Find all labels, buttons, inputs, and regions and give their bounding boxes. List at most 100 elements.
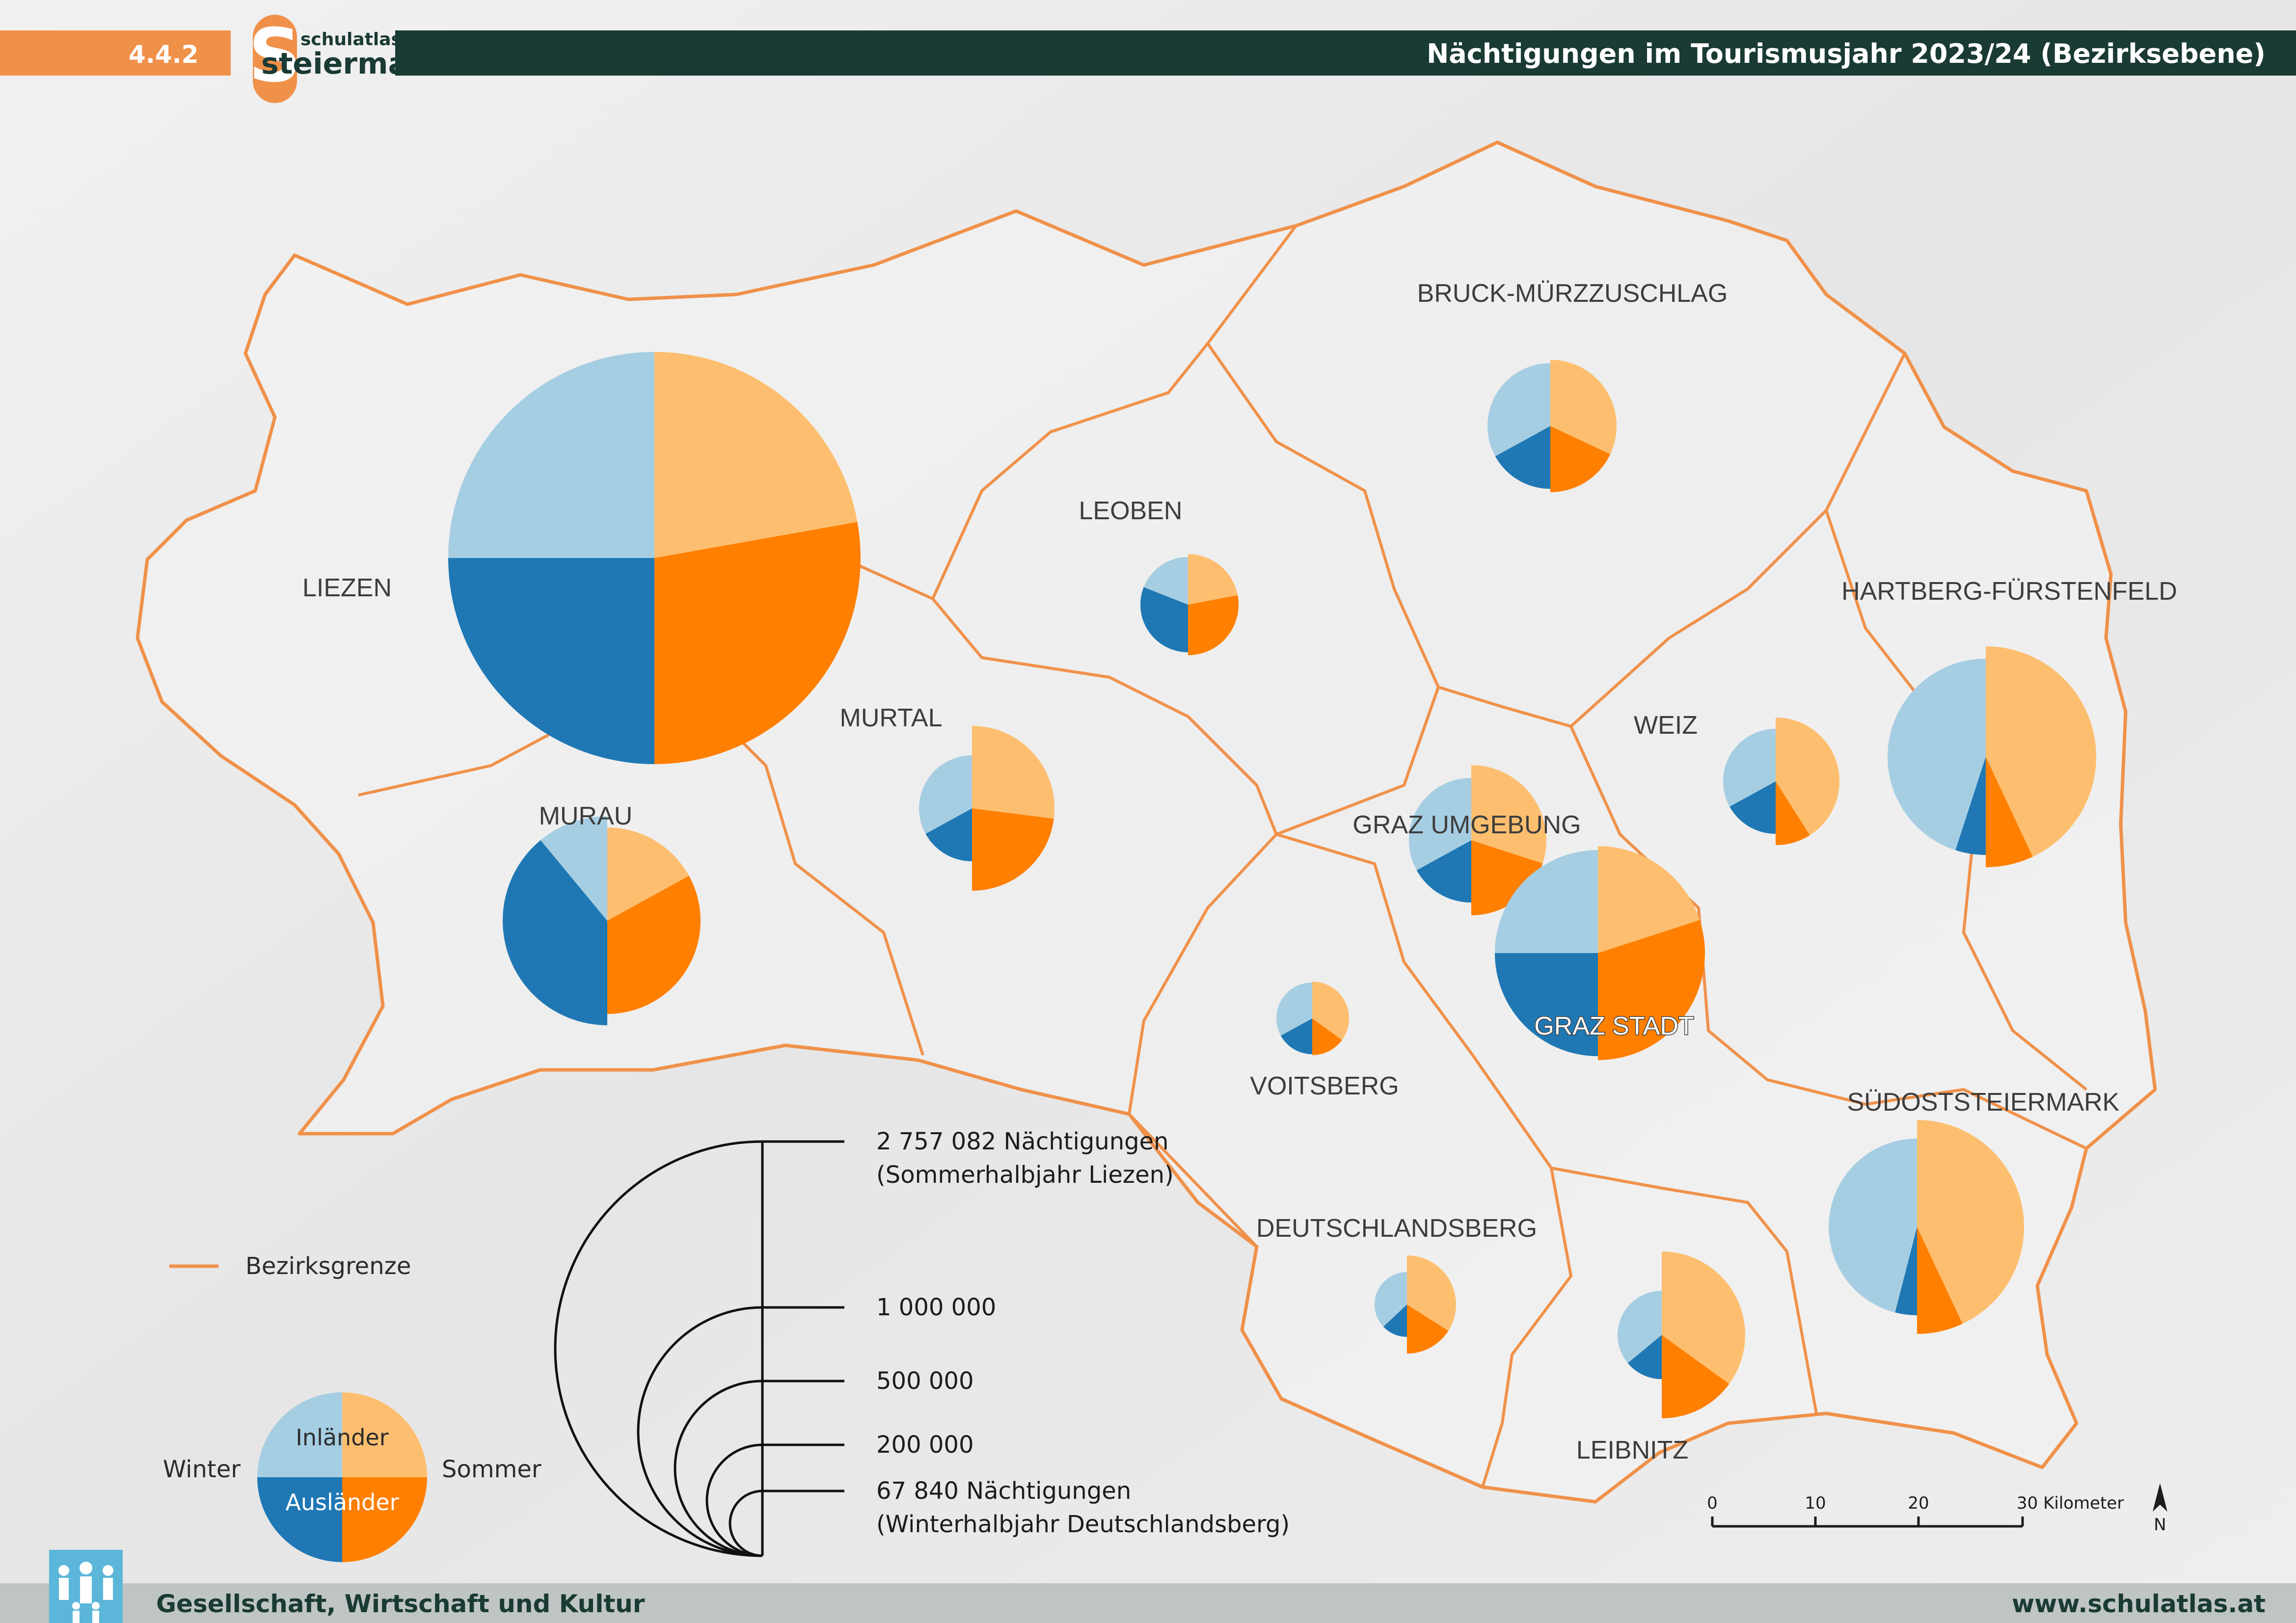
- pie-slice-hartberg-f-rstenfeld-winter-foreign: [1955, 757, 1986, 855]
- scalebar: 0 10 20 30 Kilometer N: [1707, 1483, 2167, 1535]
- legend-winter-inland: [257, 1392, 342, 1477]
- footer-website[interactable]: www.schulatlas.at: [2012, 1590, 2266, 1618]
- legend-winter-label: Winter: [163, 1456, 241, 1483]
- page-title: Nächtigungen im Tourismusjahr 2023/24 (B…: [1427, 38, 2266, 69]
- pie-slice-murtal-summer-inland: [972, 726, 1055, 819]
- pie-slice-bruck-m-rzzuschlag-winter-foreign: [1495, 426, 1550, 489]
- label-graz-stadt: GRAZ STADT: [1534, 1012, 1694, 1040]
- pie-slice-murau-winter-inland: [540, 816, 607, 921]
- district-labels: LIEZEN LEOBEN BRUCK-MÜRZZUSCHLAG MURTAL …: [302, 279, 2177, 1464]
- scale-circle-1m: [637, 1306, 763, 1557]
- label-leibnitz: LEIBNITZ: [1576, 1436, 1688, 1464]
- label-voitsberg: VOITSBERG: [1250, 1072, 1399, 1100]
- section-tab: [0, 30, 231, 76]
- north-arrow-icon: N: [2153, 1483, 2167, 1535]
- scale-label-1m: 1 000 000: [876, 1294, 996, 1321]
- pie-slice-graz-stadt-winter-inland: [1495, 850, 1598, 953]
- pie-slice-graz-umgebung-winter-foreign: [1416, 840, 1471, 903]
- pie-murtal: [919, 726, 1055, 891]
- label-bruck-muerzzuschlag: BRUCK-MÜRZZUSCHLAG: [1417, 279, 1728, 308]
- pie-bruck-m-rzzuschlag: [1487, 359, 1617, 492]
- schulatlas-logo[interactable]: S schulatlas steiermark: [248, 13, 443, 103]
- logo-letter: S: [248, 13, 301, 99]
- pie-slice-leibnitz-summer-inland: [1662, 1251, 1745, 1384]
- label-deutschlandsberg: DEUTSCHLANDSBERG: [1256, 1214, 1537, 1243]
- pie-weiz: [1723, 717, 1840, 845]
- pie-murau: [502, 816, 701, 1025]
- legend-border: Bezirksgrenze: [169, 1252, 411, 1280]
- scale-circle-200k: [705, 1443, 763, 1557]
- pie-slice-murau-summer-foreign: [607, 876, 701, 1014]
- pie-slice-leibnitz-winter-inland: [1618, 1291, 1662, 1363]
- label-murtal: MURTAL: [840, 704, 943, 732]
- scalebar-label-10: 10: [1805, 1493, 1826, 1513]
- pie-slice-weiz-winter-foreign: [1729, 781, 1776, 834]
- pie-leibnitz: [1618, 1251, 1745, 1418]
- pie-slice-s-doststeiermark-winter-foreign: [1895, 1227, 1917, 1315]
- district-pies: [448, 352, 2097, 1418]
- pie-slice-leibnitz-winter-foreign: [1627, 1335, 1662, 1379]
- legend-size-labels: 2 757 082 Nächtigungen (Sommerhalbjahr L…: [876, 1128, 1290, 1538]
- pie-slice-voitsberg-summer-foreign: [1312, 1018, 1342, 1055]
- legend-foreign-label: Ausländer: [285, 1489, 399, 1516]
- pie-slice-graz-stadt-winter-foreign: [1495, 953, 1598, 1056]
- title-bar: [395, 30, 2296, 76]
- scale-circle-500k: [674, 1380, 763, 1557]
- pie-slice-voitsberg-winter-foreign: [1281, 1018, 1312, 1055]
- scale-circle-min: [729, 1490, 763, 1557]
- pie-slice-murau-summer-inland: [607, 827, 689, 921]
- pie-slice-hartberg-f-rstenfeld-summer-foreign: [1986, 757, 2033, 868]
- footer: Gesellschaft, Wirtschaft und Kultur www.…: [0, 1550, 2296, 1623]
- pie-slice-murau-winter-foreign: [502, 840, 607, 1025]
- pie-slice-liezen-summer-foreign: [654, 522, 861, 764]
- pie-slice-weiz-summer-foreign: [1776, 781, 1810, 845]
- legend-inland-label: Inländer: [296, 1424, 388, 1451]
- pie-slice-deutschlandsberg-summer-foreign: [1407, 1304, 1449, 1354]
- pie-slice-hartberg-f-rstenfeld-winter-inland: [1888, 659, 1986, 851]
- pie-slice-murtal-winter-foreign: [925, 808, 972, 861]
- scale-label-max-2: (Sommerhalbjahr Liezen): [876, 1161, 1174, 1189]
- pie-slice-graz-umgebung-summer-inland: [1471, 765, 1546, 864]
- pie-slice-bruck-m-rzzuschlag-winter-inland: [1487, 363, 1550, 456]
- label-hartberg-fuerstenfeld: HARTBERG-FÜRSTENFELD: [1841, 577, 2177, 606]
- label-graz-umgebung: GRAZ UMGEBUNG: [1352, 811, 1581, 839]
- legend-summer-foreign: [342, 1477, 427, 1562]
- logo-big-text: steiermark: [261, 47, 443, 81]
- pie-slice-liezen-winter-inland: [448, 352, 654, 558]
- pie-graz-umgebung: [1408, 765, 1546, 915]
- logo-small-text: schulatlas: [300, 29, 402, 50]
- scale-label-200k: 200 000: [876, 1431, 974, 1459]
- pie-slice-s-doststeiermark-summer-foreign: [1917, 1227, 1963, 1334]
- pie-slice-graz-stadt-summer-foreign: [1598, 920, 1705, 1060]
- pie-leoben: [1140, 554, 1239, 656]
- pie-deutschlandsberg: [1374, 1255, 1456, 1354]
- pie-slice-voitsberg-summer-inland: [1312, 982, 1350, 1040]
- pie-slice-graz-umgebung-winter-inland: [1408, 778, 1471, 871]
- pie-slice-graz-umgebung-summer-foreign: [1471, 840, 1543, 915]
- header-bar: 4.4.2 Nächtigungen im Tourismusjahr 2023…: [0, 13, 2296, 103]
- scale-label-max-1: 2 757 082 Nächtigungen: [876, 1128, 1169, 1155]
- pie-slice-deutschlandsberg-winter-inland: [1374, 1272, 1407, 1327]
- scalebar-label-0: 0: [1707, 1493, 1718, 1513]
- scale-label-min-1: 67 840 Nächtigungen: [876, 1477, 1131, 1505]
- pie-slice-hartberg-f-rstenfeld-summer-inland: [1986, 646, 2097, 857]
- legend-summer-label: Sommer: [442, 1456, 541, 1483]
- label-suedoststeiermark: SÜDOSTSTEIERMARK: [1847, 1088, 2120, 1117]
- pie-voitsberg: [1276, 982, 1350, 1055]
- pie-slice-s-doststeiermark-winter-inland: [1829, 1139, 1917, 1313]
- logo-mark: [253, 15, 297, 103]
- pie-slice-bruck-m-rzzuschlag-summer-foreign: [1550, 426, 1611, 492]
- pie-slice-leoben-summer-inland: [1188, 554, 1238, 605]
- people-icon: [49, 1550, 123, 1623]
- legend-border-label: Bezirksgrenze: [245, 1252, 411, 1280]
- scale-label-500k: 500 000: [876, 1367, 974, 1395]
- pie-slice-murtal-winter-inland: [919, 755, 972, 834]
- pie-slice-deutschlandsberg-winter-foreign: [1383, 1304, 1407, 1337]
- pie-slice-leoben-winter-inland: [1143, 557, 1188, 605]
- pie-slice-liezen-winter-foreign: [448, 558, 654, 764]
- pie-slice-weiz-summer-inland: [1776, 717, 1840, 835]
- pie-s-doststeiermark: [1829, 1120, 2025, 1334]
- scalebar-label-20: 20: [1908, 1493, 1929, 1513]
